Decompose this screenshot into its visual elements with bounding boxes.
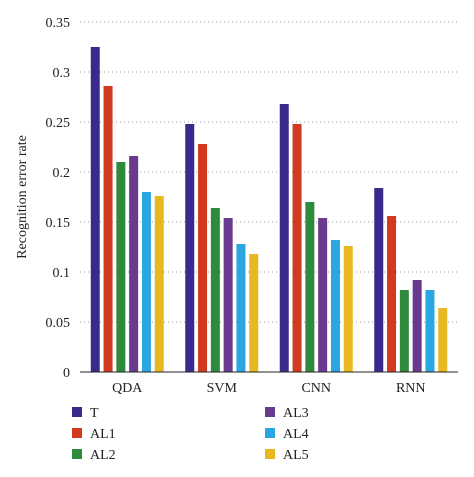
legend-swatch (265, 428, 275, 438)
y-tick-label: 0.15 (46, 216, 71, 231)
bar-al4-cnn (330, 240, 340, 372)
bar-al4-svm (236, 244, 246, 372)
bar-al5-svm (249, 254, 259, 372)
legend-label: AL5 (283, 448, 309, 463)
bar-al4-rnn (425, 290, 435, 372)
legend-label: AL1 (90, 427, 116, 442)
bar-al1-qda (103, 86, 113, 372)
bar-t-qda (90, 47, 100, 372)
legend-swatch (72, 428, 82, 438)
legend-label: AL2 (90, 448, 116, 463)
bar-t-rnn (374, 188, 384, 372)
legend-label: AL4 (283, 427, 309, 442)
bar-al1-svm (198, 144, 208, 372)
y-tick-label: 0.1 (53, 266, 71, 281)
y-tick-label: 0.3 (53, 66, 71, 81)
bars (90, 47, 448, 372)
bar-al1-rnn (387, 216, 397, 372)
y-axis-ticks: 0 0.05 0.1 0.15 0.2 0.25 0.3 0.35 (46, 16, 71, 381)
y-tick-label: 0.05 (46, 316, 71, 331)
x-axis-categories: QDA SVM CNN RNN (112, 381, 425, 396)
bar-al2-svm (210, 208, 220, 372)
y-tick-label: 0.35 (46, 16, 71, 31)
bar-al5-rnn (438, 308, 448, 372)
bar-al5-qda (154, 196, 164, 372)
y-axis-title: Recognition error rate (15, 135, 30, 259)
x-category-label: CNN (301, 381, 331, 396)
legend: T AL1 AL2 AL3 AL4 AL5 (72, 406, 309, 463)
legend-swatch (265, 449, 275, 459)
legend-swatch (72, 407, 82, 417)
bar-al4-qda (141, 192, 151, 372)
legend-swatch (265, 407, 275, 417)
x-category-label: SVM (207, 381, 238, 396)
bar-t-svm (185, 124, 195, 372)
bar-al1-cnn (292, 124, 302, 372)
legend-swatch (72, 449, 82, 459)
legend-label: T (90, 406, 99, 421)
bar-al3-qda (129, 156, 139, 372)
bar-al2-qda (116, 162, 126, 372)
y-tick-label: 0 (63, 366, 70, 381)
y-tick-label: 0.25 (46, 116, 71, 131)
bar-al2-rnn (399, 290, 409, 372)
legend-label: AL3 (283, 406, 309, 421)
bar-al5-cnn (343, 246, 353, 372)
bar-al3-cnn (318, 218, 328, 372)
x-category-label: QDA (112, 381, 143, 396)
bar-t-cnn (279, 104, 289, 372)
gridlines (80, 21, 458, 323)
y-tick-label: 0.2 (53, 166, 71, 181)
x-category-label: RNN (396, 381, 426, 396)
bar-al2-cnn (305, 202, 315, 372)
bar-al3-rnn (412, 280, 422, 372)
bar-al3-svm (223, 218, 233, 372)
